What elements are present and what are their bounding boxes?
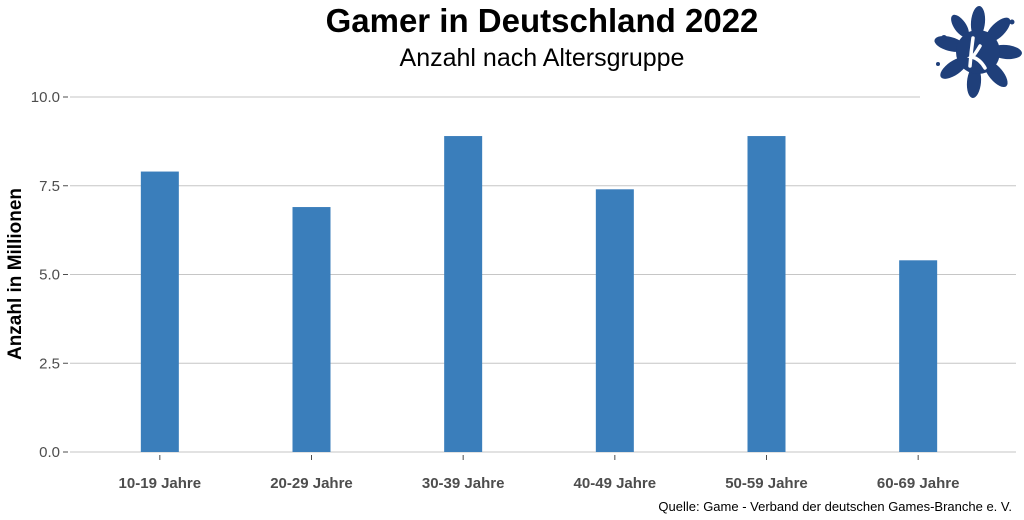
y-tick-labels: 0.0 2.5 5.0 7.5 10.0 bbox=[31, 89, 60, 461]
x-tick-label: 50-59 Jahre bbox=[725, 475, 808, 492]
source-caption: Quelle: Game - Verband der deutschen Gam… bbox=[658, 499, 1012, 514]
y-tick-label: 0.0 bbox=[39, 444, 60, 461]
bar bbox=[444, 136, 483, 453]
y-tick-label: 7.5 bbox=[39, 178, 60, 195]
chart-title: Gamer in Deutschland 2022 bbox=[325, 2, 759, 39]
bar bbox=[747, 136, 786, 453]
bar bbox=[899, 260, 938, 452]
y-tick-label: 5.0 bbox=[39, 267, 60, 284]
y-tick-label: 2.5 bbox=[39, 355, 60, 372]
bar bbox=[292, 207, 331, 452]
grid-lines bbox=[63, 96, 1016, 453]
flower-k-logo-icon bbox=[928, 2, 1024, 102]
x-tick-labels: 10-19 Jahre 20-29 Jahre 30-39 Jahre 40-49 J… bbox=[119, 455, 960, 492]
x-tick-label: 60-69 Jahre bbox=[877, 475, 960, 492]
bars bbox=[140, 136, 938, 453]
bar bbox=[140, 171, 179, 453]
bar bbox=[595, 189, 634, 453]
x-tick-label: 30-39 Jahre bbox=[422, 475, 505, 492]
x-tick-label: 40-49 Jahre bbox=[574, 475, 657, 492]
x-tick-label: 10-19 Jahre bbox=[119, 475, 202, 492]
chart-subtitle: Anzahl nach Altersgruppe bbox=[399, 44, 685, 72]
y-tick-label: 10.0 bbox=[31, 89, 60, 106]
x-tick-label: 20-29 Jahre bbox=[270, 475, 353, 492]
